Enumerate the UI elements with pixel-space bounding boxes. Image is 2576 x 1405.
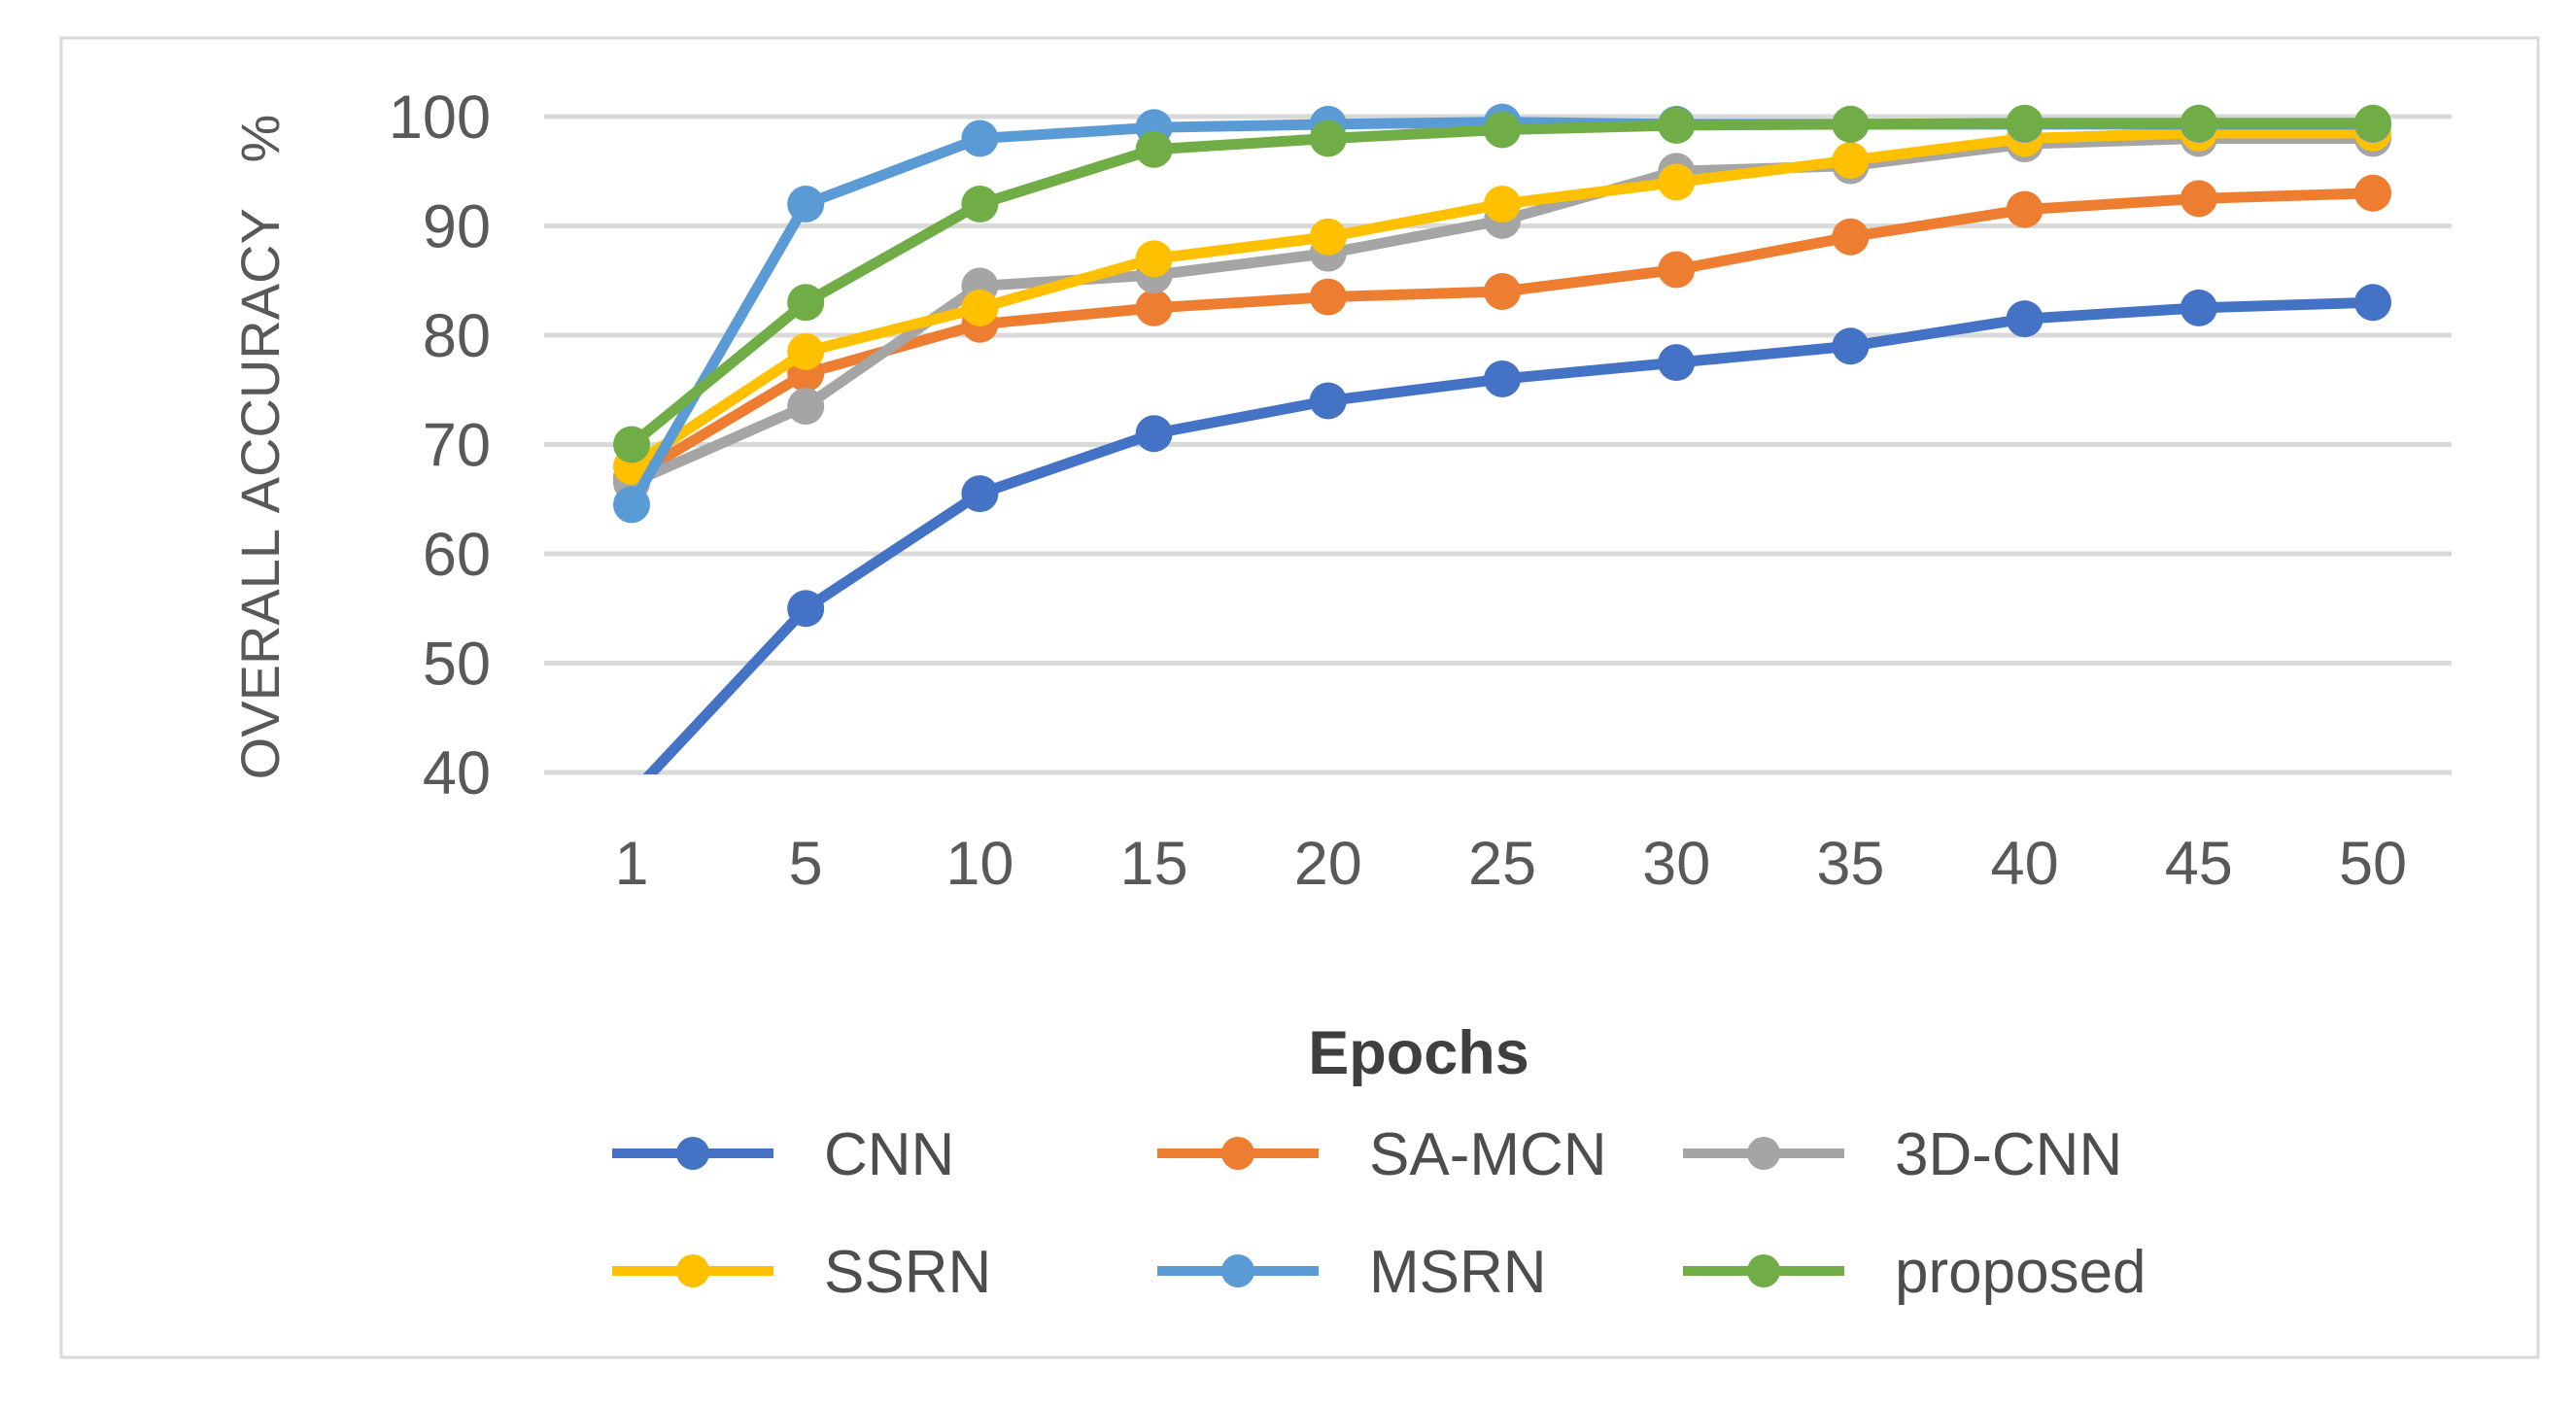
- marker-SA-MCN-epoch-30: [1658, 251, 1696, 289]
- x-axis-title: Epochs: [1308, 1019, 1529, 1087]
- legend-label-CNN: CNN: [824, 1121, 954, 1188]
- marker-CNN-epoch-20: [1309, 382, 1347, 420]
- marker-MSRN-epoch-10: [961, 120, 999, 157]
- marker-MSRN-epoch-1: [613, 486, 650, 524]
- marker-CNN-epoch-45: [2180, 289, 2217, 326]
- y-tick-label-60: 60: [423, 521, 491, 589]
- legend-item-3D-CNN: 3D-CNN: [1683, 1121, 2122, 1188]
- x-tick-label-45: 45: [2165, 830, 2233, 898]
- legend-item-SSRN: SSRN: [612, 1239, 991, 1306]
- marker-CNN-epoch-10: [961, 475, 999, 513]
- y-tick-label-90: 90: [423, 193, 491, 261]
- legend-marker-icon-MSRN: [1221, 1254, 1254, 1287]
- marker-CNN-epoch-5: [787, 590, 825, 628]
- marker-CNN-epoch-35: [1832, 327, 1870, 365]
- legend-marker-icon-proposed: [1747, 1254, 1780, 1287]
- y-axis-title: OVERALL ACCURACY %: [229, 115, 291, 780]
- marker-SA-MCN-epoch-40: [2006, 190, 2044, 228]
- marker-proposed-epoch-20: [1309, 120, 1347, 157]
- legend-item-CNN: CNN: [612, 1121, 954, 1188]
- marker-proposed-epoch-25: [1484, 111, 1521, 149]
- marker-SSRN-epoch-30: [1658, 163, 1696, 201]
- marker-SSRN-epoch-15: [1135, 240, 1173, 278]
- legend-label-3D-CNN: 3D-CNN: [1895, 1121, 2122, 1188]
- legend-marker-icon-CNN: [676, 1137, 709, 1170]
- marker-proposed-epoch-1: [613, 426, 650, 463]
- marker-CNN-epoch-25: [1484, 360, 1521, 397]
- figure-frame-border: [59, 36, 2540, 1359]
- series-CNN: [642, 284, 2391, 774]
- marker-SA-MCN-epoch-25: [1484, 273, 1521, 310]
- legend-marker-icon-SA-MCN: [1221, 1137, 1254, 1170]
- marker-proposed-epoch-10: [961, 186, 999, 223]
- marker-SA-MCN-epoch-45: [2180, 180, 2217, 218]
- x-tick-label-35: 35: [1816, 830, 1884, 898]
- legend-item-proposed: proposed: [1683, 1239, 2147, 1306]
- y-tick-label-80: 80: [423, 302, 491, 370]
- legend-item-SA-MCN: SA-MCN: [1157, 1121, 1607, 1188]
- marker-CNN-epoch-30: [1658, 344, 1696, 382]
- x-tick-label-40: 40: [1991, 830, 2059, 898]
- marker-SA-MCN-epoch-50: [2354, 174, 2391, 212]
- legend-label-SSRN: SSRN: [824, 1239, 991, 1306]
- marker-MSRN-epoch-5: [787, 186, 825, 223]
- y-tick-label-100: 100: [389, 84, 491, 152]
- marker-CNN-epoch-15: [1135, 415, 1173, 453]
- y-tick-label-50: 50: [423, 631, 491, 699]
- x-tick-label-30: 30: [1642, 830, 1710, 898]
- marker-SSRN-epoch-5: [787, 332, 825, 370]
- x-tick-label-25: 25: [1468, 830, 1536, 898]
- x-tick-label-50: 50: [2339, 830, 2407, 898]
- legend-label-SA-MCN: SA-MCN: [1369, 1121, 1607, 1188]
- legend-marker-icon-3D-CNN: [1747, 1137, 1780, 1170]
- y-tick-label-70: 70: [423, 412, 491, 480]
- legend-item-MSRN: MSRN: [1157, 1239, 1547, 1306]
- marker-proposed-epoch-15: [1135, 130, 1173, 168]
- marker-SSRN-epoch-10: [961, 289, 999, 326]
- marker-SA-MCN-epoch-20: [1309, 278, 1347, 316]
- marker-proposed-epoch-30: [1658, 107, 1696, 144]
- marker-3D-CNN-epoch-5: [787, 388, 825, 426]
- marker-proposed-epoch-35: [1832, 105, 1870, 143]
- x-tick-label-1: 1: [614, 830, 648, 898]
- x-tick-label-20: 20: [1294, 830, 1362, 898]
- x-tick-label-5: 5: [789, 830, 823, 898]
- marker-proposed-epoch-45: [2180, 104, 2217, 142]
- series-proposed: [613, 104, 2391, 463]
- marker-SSRN-epoch-20: [1309, 218, 1347, 256]
- y-tick-label-40: 40: [423, 739, 491, 807]
- legend-marker-icon-SSRN: [676, 1254, 709, 1287]
- x-tick-label-10: 10: [945, 830, 1013, 898]
- marker-SSRN-epoch-35: [1832, 142, 1870, 179]
- marker-CNN-epoch-50: [2354, 284, 2391, 322]
- legend-label-MSRN: MSRN: [1369, 1239, 1547, 1306]
- marker-proposed-epoch-50: [2354, 104, 2391, 142]
- marker-proposed-epoch-40: [2006, 104, 2044, 142]
- marker-SA-MCN-epoch-35: [1832, 218, 1870, 256]
- marker-SA-MCN-epoch-15: [1135, 289, 1173, 326]
- marker-proposed-epoch-5: [787, 284, 825, 322]
- marker-SSRN-epoch-25: [1484, 186, 1521, 223]
- x-tick-label-15: 15: [1120, 830, 1188, 898]
- marker-CNN-epoch-40: [2006, 300, 2044, 338]
- legend-label-proposed: proposed: [1895, 1239, 2147, 1306]
